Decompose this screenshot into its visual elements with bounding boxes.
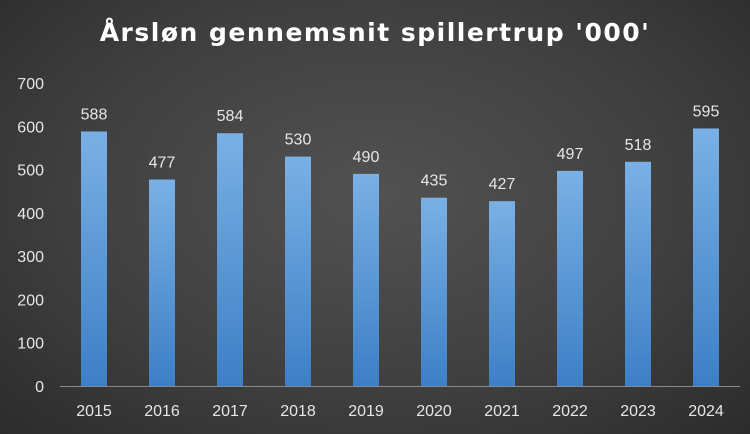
y-tick-label: 200 xyxy=(17,292,44,309)
chart-title: Årsløn gennemsnit spillertrup '000' xyxy=(99,18,651,47)
data-label-2023: 518 xyxy=(625,137,652,154)
x-tick-label: 2019 xyxy=(348,403,384,420)
bar-2024 xyxy=(693,128,719,386)
x-tick-label: 2017 xyxy=(212,403,248,420)
x-tick-label: 2020 xyxy=(416,403,452,420)
x-tick-label: 2021 xyxy=(484,403,520,420)
bar-2022 xyxy=(557,170,583,386)
x-axis-labels: 2015 2016 2017 2018 2019 2020 2021 2022 2023 2024 xyxy=(76,403,724,420)
bar-2018 xyxy=(285,156,311,386)
x-tick-label: 2016 xyxy=(144,403,180,420)
data-label-2016: 477 xyxy=(149,155,176,172)
bars xyxy=(81,128,719,386)
y-tick-label: 700 xyxy=(17,76,44,93)
data-label-2024: 595 xyxy=(693,103,720,120)
x-tick-label: 2015 xyxy=(76,403,112,420)
y-tick-label: 400 xyxy=(17,206,44,223)
bar-2020 xyxy=(421,197,447,386)
data-label-2019: 490 xyxy=(353,149,380,166)
y-tick-label: 300 xyxy=(17,249,44,266)
y-axis-labels: 0 100 200 300 400 500 600 700 xyxy=(17,76,44,396)
x-tick-label: 2023 xyxy=(620,403,656,420)
data-label-2015: 588 xyxy=(81,106,108,123)
bar-2015 xyxy=(81,131,107,386)
bar-2016 xyxy=(149,179,175,386)
data-label-2021: 427 xyxy=(489,176,516,193)
data-label-2018: 530 xyxy=(285,132,312,149)
bar-2023 xyxy=(625,161,651,386)
y-tick-label: 500 xyxy=(17,163,44,180)
data-labels: 588 477 584 530 490 435 427 497 518 595 xyxy=(81,103,720,193)
y-tick-label: 0 xyxy=(35,379,44,396)
x-tick-label: 2022 xyxy=(552,403,588,420)
y-tick-label: 100 xyxy=(17,336,44,353)
data-label-2017: 584 xyxy=(217,108,244,125)
bar-2019 xyxy=(353,173,379,386)
y-tick-label: 600 xyxy=(17,119,44,136)
data-label-2022: 497 xyxy=(557,146,584,163)
data-label-2020: 435 xyxy=(421,173,448,190)
bar-2017 xyxy=(217,133,243,386)
bar-2021 xyxy=(489,201,515,386)
x-tick-label: 2024 xyxy=(688,403,724,420)
x-tick-label: 2018 xyxy=(280,403,316,420)
